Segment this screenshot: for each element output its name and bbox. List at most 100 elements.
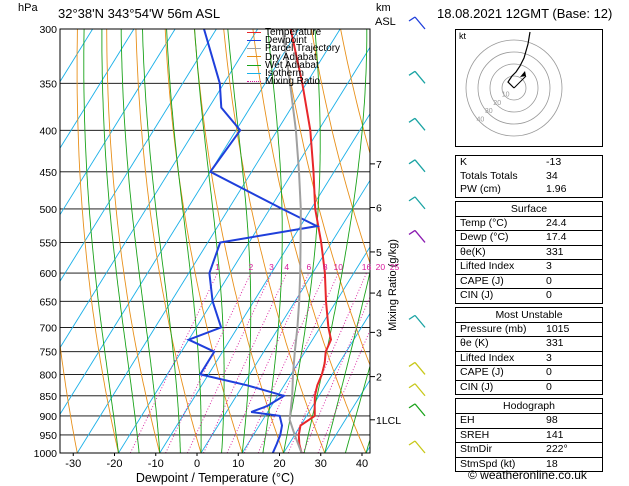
dry-adiabat-line [76,29,119,453]
legend-swatch [247,48,261,50]
pressure-tick-label: 350 [39,78,57,90]
row-label: θe(K) [460,245,486,258]
pressure-tick-label: 300 [39,24,57,36]
wind-barb-feather [408,361,416,367]
x-tick-label: -20 [107,458,123,470]
mixing-ratio-label: 25 [390,262,400,272]
row-value: 331 [546,337,564,349]
row-value: 24.4 [546,216,567,229]
mixing-ratio-label: 20 [376,262,386,272]
pressure-tick-label: 650 [39,296,57,308]
plot-frame [59,28,371,454]
mixing-ratio-line [129,272,218,453]
most-unstable-row: θe (K) 331 [456,336,602,351]
datetime-title: 18.08.2021 12GMT (Base: 12) [437,6,613,21]
mixing-ratio-line [226,272,310,453]
wind-barb [414,440,426,454]
legend-swatch [247,81,261,83]
index-row: K -13 [456,156,602,170]
storm-motion-arrow [513,75,527,89]
indices-section: K -13 Totals Totals 34 PW (cm) 1.96 [455,155,603,198]
legend-label: Dry Adiabat [265,51,317,63]
wind-barb [414,230,426,243]
mixing-ratio-label: 8 [323,262,328,272]
mixing-ratio-label: 1 [215,262,220,272]
row-label: CIN (J) [460,380,494,393]
row-value: 331 [546,245,564,258]
row-value: 1.96 [546,183,567,195]
hpa-label: hPa [18,2,38,14]
pressure-tick-label: 750 [39,347,57,359]
legend-swatch [247,72,261,74]
row-label: Lifted Index [460,260,515,272]
wind-barb-feather [408,159,416,165]
row-label: SREH [460,428,490,441]
dry-adiabat-line [135,29,202,453]
section-title: Surface [510,202,548,215]
hodograph-trace [507,31,531,89]
row-label: θe (K) [460,337,489,349]
wet-adiabat-line [101,29,140,453]
index-row: PW (cm) 1.96 [456,183,602,197]
row-label: CAPE (J) [460,274,504,287]
hodograph: kt 10 20 30 40 [455,29,603,147]
hodograph-ring [489,63,539,113]
row-value: 141 [546,428,564,441]
row-value: 3 [546,260,552,272]
pressure-tick-label: 550 [39,237,57,249]
pressure-tick-label: 900 [39,411,57,423]
isotherm-line [0,29,10,453]
wind-barb [414,159,426,173]
hodograph-ring-label: 40 [477,117,485,124]
wind-barb-feather [408,70,416,76]
isotherm-line [118,46,370,453]
most-unstable-row: Pressure (mb) 1015 [456,321,602,337]
section-title: Most Unstable [495,308,563,321]
legend-label: Wet Adiabat [265,59,319,71]
asl-label: ASL [375,16,396,28]
row-label: StmDir [460,443,493,455]
wet-adiabat-line [303,29,368,453]
row-value: 0 [546,366,552,378]
legend-swatch [247,56,261,58]
row-label: Totals Totals [460,169,518,182]
row-label: Pressure (mb) [460,322,527,335]
row-value: 1015 [546,322,570,335]
stability-table: K -13 Totals Totals 34 PW (cm) 1.96 Surface Te… [455,155,603,475]
wind-barb [414,361,426,375]
legend-item: Mixing Ratio [247,76,320,87]
hodograph-stat-row: StmDir 222° [456,442,602,457]
dewpoint-series-line [186,29,321,453]
legend-label: Dewpoint [265,35,307,47]
wet-adiabat-line [344,364,370,453]
hodograph-ring [465,39,563,137]
legend-label: Isotherm [265,68,304,79]
parcel-trajectory-series-line [281,29,303,453]
pressure-tick-label: 800 [39,369,57,381]
row-label: CAPE (J) [460,366,504,378]
mixing-ratio-line [257,272,339,453]
wet-adiabat-line [262,29,283,453]
km-tick-label: 4 [376,288,382,300]
wind-barb [414,70,426,84]
surface-row: Dewp (°C) 17.4 [456,230,602,245]
pressure-tick-label: 700 [39,322,57,334]
dry-adiabat-line [310,29,370,265]
row-label: Temp (°C) [460,216,508,229]
hodograph-stat-row: SREH 141 [456,427,602,443]
isotherm-line [60,29,135,150]
row-value: 18 [546,457,558,470]
row-label: Dewp (°C) [460,231,509,243]
location-title: 32°38'N 343°54'W 56m ASL [58,6,221,21]
temperature-series-line [289,29,333,453]
mixing-ratio-line [243,272,326,453]
wet-adiabat-line [142,29,181,453]
wind-barb-feather [408,440,416,446]
isotherm-line [241,246,370,453]
hodograph-stat-row: StmSpd (kt) 18 [456,456,602,472]
hodograph-stat-row: EH 98 [456,413,602,428]
isotherm-line [60,29,176,216]
legend-item: Wet Adiabat [247,60,319,71]
most-unstable-row: CAPE (J) 0 [456,365,602,380]
